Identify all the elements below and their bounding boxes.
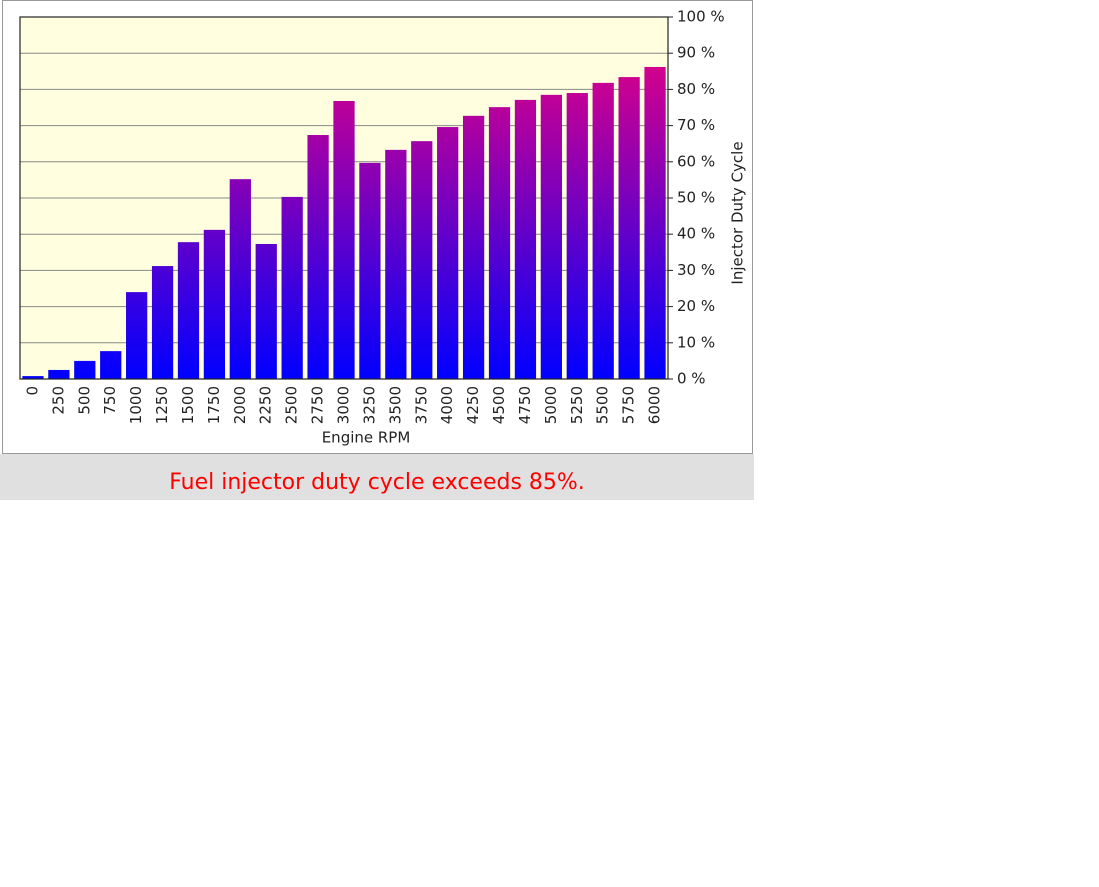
y-tick-label: 0 %: [677, 370, 706, 388]
bar: [437, 127, 459, 379]
x-tick-label: 3500: [386, 386, 404, 424]
y-axis-title: Injector Duty Cycle: [729, 141, 747, 284]
y-tick-label: 10 %: [677, 333, 715, 351]
x-tick-label: 3250: [360, 386, 378, 424]
y-tick-label: 100 %: [677, 8, 725, 26]
x-tick-label: 2000: [231, 386, 249, 424]
x-tick-label: 1500: [179, 386, 197, 424]
x-tick-label: 250: [49, 386, 67, 415]
bar: [48, 369, 70, 379]
x-tick-label: 2500: [283, 386, 301, 424]
x-tick-label: 5250: [568, 386, 586, 424]
bar: [592, 82, 614, 379]
bar: [255, 243, 277, 379]
x-tick-label: 4750: [516, 386, 534, 424]
bar: [74, 360, 96, 379]
message-strip: [0, 454, 754, 500]
x-tick-label: 1750: [205, 386, 223, 424]
x-tick-label: 4500: [490, 386, 508, 424]
x-tick-label: 500: [75, 386, 93, 415]
x-tick-label: 5000: [542, 386, 560, 424]
y-tick-label: 60 %: [677, 152, 715, 170]
x-tick-label: 4000: [438, 386, 456, 424]
bar: [359, 162, 381, 379]
bar: [385, 149, 407, 379]
x-tick-label: 0: [23, 386, 41, 396]
bar: [514, 99, 537, 379]
bar: [126, 292, 148, 379]
bar: [566, 93, 588, 380]
x-tick-label: 3750: [412, 386, 430, 424]
bar: [488, 107, 511, 379]
warning-message: Fuel injector duty cycle exceeds 85%.: [169, 470, 585, 495]
x-tick-label: 2250: [257, 386, 275, 424]
bar: [151, 266, 174, 379]
y-tick-label: 80 %: [677, 80, 715, 98]
y-tick-label: 30 %: [677, 261, 715, 279]
bar: [411, 141, 433, 379]
x-tick-label: 1000: [127, 386, 145, 424]
x-tick-label: 3000: [335, 386, 353, 424]
x-tick-label: 2750: [309, 386, 327, 424]
bar: [307, 135, 329, 379]
bars: [22, 66, 666, 380]
x-tick-label: 1250: [153, 386, 171, 424]
y-tick-label: 20 %: [677, 297, 715, 315]
x-tick-label: 6000: [646, 386, 664, 424]
bar: [462, 115, 485, 380]
x-tick-label: 5750: [620, 386, 638, 424]
bar: [229, 179, 251, 379]
y-tick-label: 50 %: [677, 189, 715, 207]
bar: [22, 376, 44, 379]
bar: [177, 242, 200, 379]
bar: [100, 351, 122, 379]
y-tick-label: 90 %: [677, 44, 715, 62]
bar: [333, 100, 355, 379]
x-tick-label: 750: [101, 386, 119, 415]
y-tick-label: 70 %: [677, 116, 715, 134]
bar: [644, 66, 666, 380]
bar: [281, 196, 303, 379]
bar: [540, 94, 562, 379]
bar: [203, 229, 226, 379]
x-tick-label: 4250: [464, 386, 482, 424]
x-axis-title: Engine RPM: [322, 429, 411, 447]
x-tick-label: 5500: [594, 386, 612, 424]
y-tick-label: 40 %: [677, 225, 715, 243]
bar: [618, 77, 640, 379]
